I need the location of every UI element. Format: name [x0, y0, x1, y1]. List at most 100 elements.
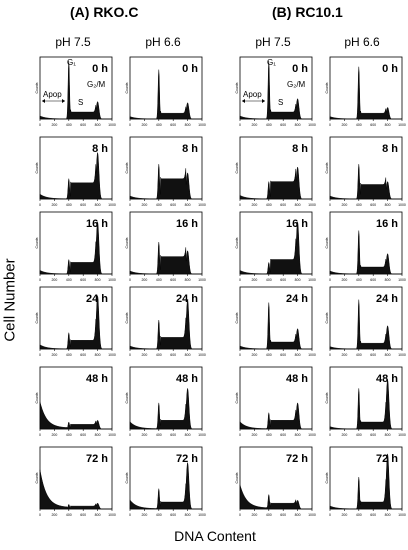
x-tick-label: 200 — [51, 353, 57, 357]
x-tick-label: 1000 — [308, 278, 316, 282]
x-tick-label: 800 — [95, 203, 101, 207]
x-tick-label: 400 — [156, 123, 162, 127]
x-tick-label: 800 — [385, 353, 391, 357]
x-tick-label: 400 — [156, 353, 162, 357]
g2m-label: G₂/M — [87, 80, 106, 89]
x-tick-label: 800 — [385, 433, 391, 437]
time-label: 0 h — [182, 63, 198, 75]
x-tick-label: 200 — [251, 203, 257, 207]
histogram-panel: 0 200 400 600 800 1000 Counts 8 h — [235, 136, 316, 207]
x-tick-label: 200 — [341, 513, 347, 517]
histogram-panel: 0 200 400 600 800 1000 Counts 0 h G₁ G₂/M S Apop — [235, 56, 316, 127]
x-tick-label: 400 — [266, 353, 272, 357]
x-tick-label: 1000 — [108, 203, 116, 207]
x-tick-label: 0 — [129, 278, 131, 282]
histogram-area — [239, 302, 312, 350]
x-tick-label: 800 — [295, 433, 301, 437]
panel-y-label: Counts — [235, 472, 239, 483]
histogram-panel: 0 200 400 600 800 1000 Counts 24 h — [35, 286, 116, 357]
x-tick-label: 0 — [39, 513, 41, 517]
time-label: 72 h — [286, 453, 308, 465]
histogram-panel: 0 200 400 600 800 1000 Counts 48 h — [35, 366, 116, 437]
histogram-area — [329, 66, 402, 120]
time-label: 8 h — [182, 143, 198, 155]
x-tick-label: 400 — [356, 123, 362, 127]
panel-y-label: Counts — [325, 392, 329, 403]
x-tick-label: 0 — [239, 278, 241, 282]
column-header-b-ph75: pH 7.5 — [255, 35, 291, 49]
x-tick-label: 1000 — [398, 203, 406, 207]
histogram-area — [39, 60, 112, 120]
histogram-panel: 0 200 400 600 800 1000 Counts 72 h — [235, 446, 316, 517]
x-tick-label: 400 — [66, 123, 72, 127]
x-tick-label: 800 — [185, 513, 191, 517]
histogram-area — [329, 164, 402, 200]
x-tick-label: 1000 — [108, 353, 116, 357]
x-tick-label: 800 — [295, 203, 301, 207]
histogram-area — [239, 60, 312, 120]
time-label: 72 h — [86, 453, 108, 465]
histogram-area — [239, 484, 312, 510]
g1-label: G₁ — [67, 58, 76, 67]
x-tick-label: 200 — [51, 123, 57, 127]
x-tick-label: 600 — [370, 513, 376, 517]
histogram-panel: 0 200 400 600 800 1000 Counts 48 h — [325, 366, 406, 437]
x-tick-label: 0 — [39, 353, 41, 357]
x-tick-label: 200 — [141, 353, 147, 357]
x-tick-label: 0 — [239, 353, 241, 357]
histogram-panel: 0 200 400 600 800 1000 Counts 72 h — [325, 446, 406, 517]
x-tick-label: 1000 — [198, 278, 206, 282]
x-tick-label: 0 — [129, 433, 131, 437]
panel-y-label: Counts — [325, 162, 329, 173]
histogram-area — [329, 453, 402, 510]
panel-y-label: Counts — [125, 237, 129, 248]
x-tick-label: 1000 — [108, 433, 116, 437]
x-tick-label: 800 — [185, 278, 191, 282]
x-tick-label: 200 — [341, 278, 347, 282]
histogram-area — [329, 230, 402, 275]
y-axis-label: Cell Number — [1, 258, 19, 342]
histogram-area — [39, 401, 112, 430]
x-tick-label: 600 — [370, 203, 376, 207]
x-tick-label: 1000 — [108, 278, 116, 282]
column-header-b-ph66: pH 6.6 — [344, 35, 380, 49]
x-tick-label: 600 — [280, 433, 286, 437]
x-tick-label: 1000 — [398, 123, 406, 127]
histogram-area — [129, 69, 202, 120]
x-tick-label: 0 — [129, 123, 131, 127]
histogram-panel: 0 200 400 600 800 1000 Counts 48 h — [235, 366, 316, 437]
apop-label: Apop — [43, 90, 62, 99]
histogram-panel: 0 200 400 600 800 1000 Counts 48 h — [125, 366, 206, 437]
x-tick-label: 0 — [129, 513, 131, 517]
x-tick-label: 800 — [295, 513, 301, 517]
x-tick-label: 200 — [251, 353, 257, 357]
group-b-header: (B) RC10.1 — [272, 4, 343, 20]
histogram-panel: 0 200 400 600 800 1000 Counts 24 h — [125, 286, 206, 357]
histogram-panel: 0 200 400 600 800 1000 Counts 0 h — [325, 56, 406, 127]
histogram-panel: 0 200 400 600 800 1000 Counts 24 h — [235, 286, 316, 357]
x-tick-label: 200 — [251, 123, 257, 127]
x-tick-label: 400 — [66, 278, 72, 282]
x-tick-label: 200 — [341, 123, 347, 127]
histogram-panel: 0 200 400 600 800 1000 Counts 16 h — [35, 211, 116, 282]
histogram-panel: 0 200 400 600 800 1000 Counts 16 h — [235, 211, 316, 282]
x-tick-label: 400 — [66, 203, 72, 207]
x-tick-label: 800 — [295, 278, 301, 282]
x-tick-label: 1000 — [308, 513, 316, 517]
time-label: 0 h — [92, 63, 108, 75]
histogram-panel: 0 200 400 600 800 1000 Counts 16 h — [325, 211, 406, 282]
x-tick-label: 600 — [80, 353, 86, 357]
x-tick-label: 600 — [170, 513, 176, 517]
panel-y-label: Counts — [125, 392, 129, 403]
x-tick-label: 200 — [251, 433, 257, 437]
x-tick-label: 800 — [95, 353, 101, 357]
x-tick-label: 0 — [329, 278, 331, 282]
x-tick-label: 600 — [280, 123, 286, 127]
x-tick-label: 600 — [80, 513, 86, 517]
x-tick-label: 0 — [239, 433, 241, 437]
panel-y-label: Counts — [325, 472, 329, 483]
x-tick-label: 0 — [239, 123, 241, 127]
panel-y-label: Counts — [125, 82, 129, 93]
x-tick-label: 400 — [356, 433, 362, 437]
x-tick-label: 800 — [295, 123, 301, 127]
